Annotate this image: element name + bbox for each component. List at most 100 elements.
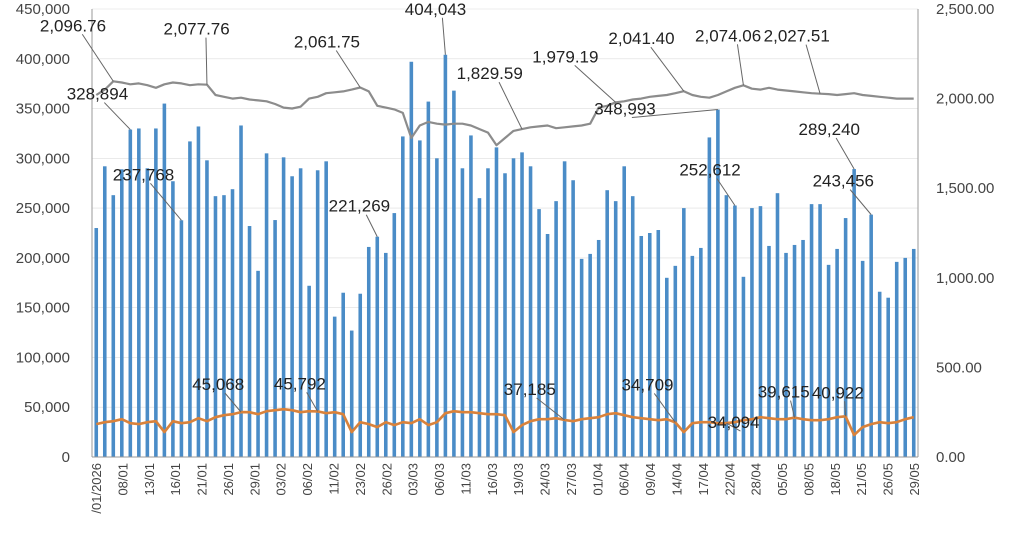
data-labels: 2,096.76 2,077.76 2,061.75 404,043 1,829.59 1… bbox=[40, 0, 874, 432]
x-tick-label: 17/04 bbox=[696, 463, 711, 496]
bar bbox=[171, 181, 175, 457]
data-label: 34,709 bbox=[622, 375, 674, 394]
x-tick-label: 26/01 bbox=[221, 463, 236, 496]
bar bbox=[196, 126, 201, 457]
bar bbox=[571, 180, 575, 458]
data-label-leader bbox=[574, 64, 617, 103]
x-tick-label: 03/03 bbox=[406, 463, 421, 496]
data-label-leader bbox=[306, 392, 319, 412]
x-tick-label: 06/03 bbox=[432, 463, 447, 496]
bar bbox=[477, 198, 482, 457]
bar bbox=[154, 128, 158, 457]
bar bbox=[528, 166, 533, 457]
data-label: 45,068 bbox=[192, 375, 244, 394]
y-right-tick-label: 1,500.00 bbox=[936, 180, 994, 197]
bar bbox=[469, 135, 473, 458]
line-series-left bbox=[96, 407, 914, 437]
y-left-tick-label: 150,000 bbox=[16, 300, 70, 317]
data-label: 289,240 bbox=[799, 120, 860, 139]
bar bbox=[605, 190, 609, 458]
bar bbox=[520, 152, 524, 458]
y-left-tick-label: 100,000 bbox=[16, 349, 70, 366]
bar bbox=[886, 297, 890, 457]
bar bbox=[809, 204, 814, 457]
x-tick-label: 08/05 bbox=[801, 463, 816, 496]
data-label: 45,792 bbox=[274, 374, 326, 393]
axes bbox=[91, 9, 919, 458]
data-label-leader bbox=[631, 109, 718, 119]
bar bbox=[835, 248, 839, 457]
y-left-tick-label: 250,000 bbox=[16, 200, 70, 217]
data-label-leader bbox=[335, 50, 361, 88]
data-label: 243,456 bbox=[813, 172, 874, 191]
bar bbox=[775, 193, 780, 457]
data-label-leader bbox=[849, 189, 872, 215]
data-label-leader bbox=[81, 33, 114, 82]
bar bbox=[102, 166, 107, 457]
bar bbox=[162, 103, 167, 458]
y-left-tick-label: 0 bbox=[62, 449, 70, 466]
bar bbox=[188, 141, 192, 458]
bar bbox=[307, 285, 311, 457]
bar bbox=[852, 169, 856, 457]
bar bbox=[699, 247, 703, 457]
data-label: 1,829.59 bbox=[457, 64, 523, 83]
bar bbox=[494, 147, 499, 458]
bar bbox=[690, 255, 695, 457]
bar bbox=[401, 136, 405, 458]
x-tick-label: 16/01 bbox=[168, 463, 183, 496]
data-label: 2,074.06 bbox=[695, 26, 761, 45]
bar bbox=[647, 233, 652, 457]
x-tick-label: 19/03 bbox=[511, 463, 526, 496]
data-label: 39,615 bbox=[758, 383, 810, 402]
bar bbox=[341, 292, 345, 457]
bar bbox=[290, 176, 294, 457]
y-left-tick-label: 50,000 bbox=[24, 399, 70, 416]
data-label-leader bbox=[726, 422, 741, 432]
data-label: 2,096.76 bbox=[40, 16, 106, 35]
bar bbox=[784, 252, 788, 457]
bar bbox=[818, 204, 822, 457]
bar bbox=[579, 258, 584, 457]
bar bbox=[707, 137, 712, 457]
bar bbox=[298, 168, 303, 458]
x-tick-label: 01/04 bbox=[590, 463, 605, 496]
bar bbox=[375, 236, 380, 457]
data-label-leader bbox=[650, 46, 685, 92]
data-label-leader bbox=[844, 401, 847, 417]
bar bbox=[392, 213, 397, 457]
x-axis-labels: /01/2026 08/01 13/01 16/01 21/01 26/01 29/01 03… bbox=[89, 463, 922, 514]
y-axis-labels: 0 50,000 100,000 150,000 200,000 250,000 300,0… bbox=[16, 1, 995, 466]
bar bbox=[383, 252, 388, 457]
bar bbox=[588, 253, 592, 457]
y-right-tick-label: 0.00 bbox=[936, 449, 965, 466]
data-label-leader bbox=[790, 400, 796, 418]
bar bbox=[137, 128, 141, 457]
bar bbox=[418, 140, 422, 457]
bar bbox=[247, 226, 252, 457]
bar bbox=[622, 166, 627, 457]
data-label: 237,768 bbox=[113, 165, 174, 184]
bar bbox=[656, 230, 661, 457]
bar bbox=[230, 189, 235, 457]
bar bbox=[758, 206, 763, 457]
bar bbox=[843, 218, 848, 457]
bar bbox=[750, 208, 754, 457]
line-series-right bbox=[95, 80, 914, 147]
x-tick-label: 29/01 bbox=[247, 463, 262, 496]
data-label: 2,077.76 bbox=[164, 20, 230, 39]
bar bbox=[503, 173, 507, 457]
x-tick-label: 08/01 bbox=[115, 463, 130, 496]
bar bbox=[826, 264, 831, 457]
bar bbox=[554, 201, 558, 457]
data-label: 34,094 bbox=[708, 413, 760, 432]
bar bbox=[639, 235, 644, 457]
bar bbox=[332, 316, 337, 457]
data-label-leader bbox=[224, 392, 242, 413]
x-tick-label: 29/05 bbox=[907, 463, 922, 496]
bar bbox=[315, 170, 320, 457]
bar bbox=[426, 101, 431, 457]
x-tick-label: 11/03 bbox=[458, 463, 473, 495]
y-left-tick-label: 400,000 bbox=[16, 51, 70, 68]
data-label-leader bbox=[736, 44, 744, 86]
